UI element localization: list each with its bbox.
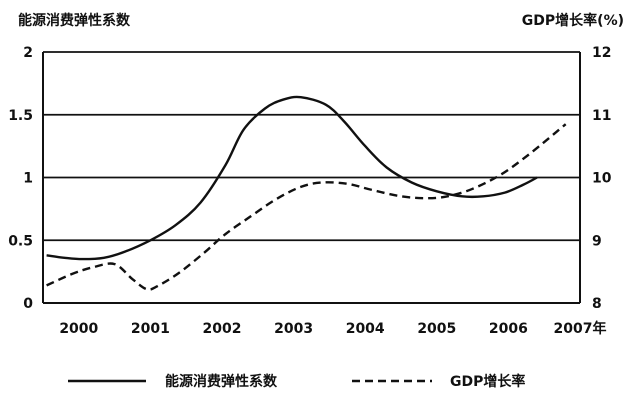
x-tick-label-1: 2001	[131, 321, 170, 337]
left-tick-label-2: 1	[23, 171, 33, 187]
left-tick-label-3: 1.5	[8, 108, 33, 124]
right-tick-label-3: 11	[592, 108, 611, 124]
series-line-elasticity	[46, 95, 538, 261]
x-tick-label-0: 2000	[59, 321, 98, 337]
x-tick-label-5: 2005	[417, 321, 456, 337]
legend-label-elasticity: 能源消费弹性系数	[165, 373, 278, 390]
x-tick-label-3: 2003	[274, 321, 313, 337]
legend-label-gdp: GDP增长率	[450, 373, 525, 390]
x-tick-label-2: 2002	[203, 321, 242, 337]
left-tick-label-1: 0.5	[8, 233, 33, 249]
legend: 能源消费弹性系数 GDP增长率	[68, 373, 525, 390]
right-tick-labels: 8 9 10 11 12	[592, 45, 612, 312]
x-tick-label-4: 2004	[346, 321, 385, 337]
right-axis-label: GDP增长率(%)	[522, 12, 624, 29]
left-axis-label: 能源消费弹性系数	[18, 12, 131, 29]
left-tick-labels: 0 0.5 1 1.5 2	[8, 45, 33, 312]
series-line-gdp	[46, 123, 567, 291]
left-tick-label-0: 0	[23, 296, 33, 312]
right-tick-label-2: 10	[592, 171, 612, 187]
x-tick-labels: 2000 2001 2002 2003 2004 2005 2006 2007年	[59, 320, 606, 337]
right-tick-label-1: 9	[592, 233, 602, 249]
x-tick-label-6: 2006	[489, 321, 528, 337]
right-tick-label-4: 12	[592, 45, 611, 61]
grid-layer	[43, 51, 580, 242]
right-tick-label-0: 8	[592, 296, 602, 312]
left-tick-label-4: 2	[23, 45, 33, 61]
x-tick-label-7: 2007年	[554, 320, 607, 337]
